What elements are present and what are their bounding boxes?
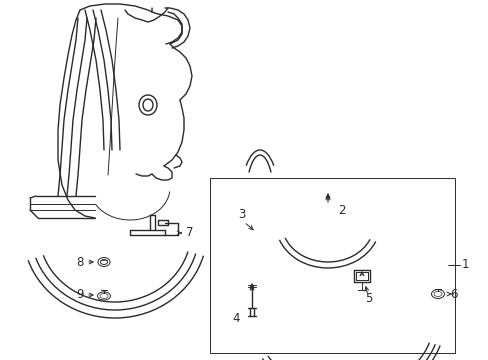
Text: 2: 2 — [337, 203, 345, 216]
Text: 4: 4 — [231, 311, 239, 324]
Text: 1: 1 — [461, 258, 468, 271]
Text: 5: 5 — [364, 292, 372, 305]
Text: 9: 9 — [76, 288, 83, 301]
Text: 7: 7 — [185, 225, 193, 238]
Text: 8: 8 — [76, 256, 83, 269]
Bar — [209, 178, 454, 353]
Text: 3: 3 — [238, 208, 245, 221]
Text: 6: 6 — [449, 288, 457, 301]
